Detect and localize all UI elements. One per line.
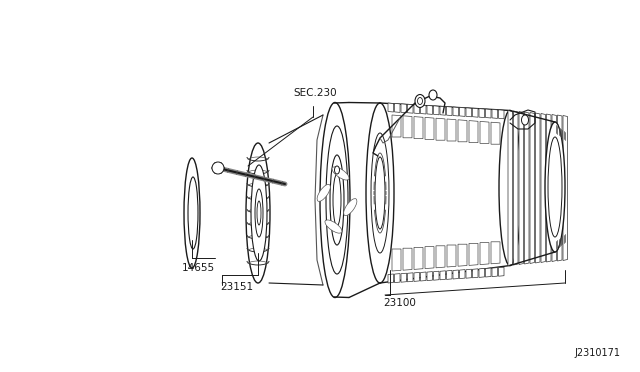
- Ellipse shape: [326, 126, 348, 274]
- Polygon shape: [492, 109, 497, 118]
- Polygon shape: [479, 109, 484, 118]
- Ellipse shape: [333, 174, 341, 226]
- Ellipse shape: [375, 157, 385, 229]
- Polygon shape: [563, 115, 568, 260]
- Polygon shape: [460, 108, 465, 116]
- Polygon shape: [472, 269, 478, 278]
- Ellipse shape: [499, 110, 521, 266]
- Polygon shape: [403, 248, 412, 270]
- Polygon shape: [420, 272, 426, 281]
- Polygon shape: [433, 106, 439, 115]
- Polygon shape: [480, 243, 489, 264]
- Ellipse shape: [246, 143, 270, 283]
- Ellipse shape: [545, 122, 565, 252]
- Polygon shape: [486, 268, 491, 277]
- Polygon shape: [433, 271, 439, 280]
- Polygon shape: [499, 110, 504, 119]
- Polygon shape: [427, 105, 433, 115]
- Ellipse shape: [212, 162, 224, 174]
- Polygon shape: [425, 118, 434, 140]
- Ellipse shape: [257, 201, 261, 225]
- Polygon shape: [536, 113, 540, 263]
- Text: SEC.230: SEC.230: [293, 88, 337, 98]
- Text: J2310171: J2310171: [574, 348, 620, 358]
- Polygon shape: [491, 242, 500, 264]
- Polygon shape: [499, 267, 504, 276]
- Polygon shape: [403, 116, 412, 138]
- Polygon shape: [491, 122, 500, 144]
- Polygon shape: [519, 112, 524, 264]
- Polygon shape: [388, 103, 394, 112]
- Polygon shape: [466, 108, 472, 117]
- Polygon shape: [486, 109, 491, 118]
- Polygon shape: [557, 115, 562, 261]
- Polygon shape: [414, 247, 423, 269]
- Polygon shape: [414, 116, 423, 139]
- Polygon shape: [427, 272, 433, 280]
- Polygon shape: [388, 274, 394, 283]
- Ellipse shape: [251, 165, 267, 261]
- Ellipse shape: [184, 158, 200, 268]
- Polygon shape: [466, 269, 472, 278]
- Ellipse shape: [522, 115, 529, 125]
- Ellipse shape: [548, 137, 562, 237]
- Ellipse shape: [415, 94, 425, 108]
- Polygon shape: [547, 114, 551, 262]
- Polygon shape: [440, 106, 445, 115]
- Ellipse shape: [330, 155, 344, 245]
- Polygon shape: [436, 246, 445, 268]
- Polygon shape: [458, 120, 467, 142]
- Ellipse shape: [320, 103, 350, 298]
- Polygon shape: [472, 108, 478, 117]
- Polygon shape: [212, 163, 224, 173]
- Polygon shape: [392, 115, 401, 137]
- Polygon shape: [453, 107, 458, 116]
- Polygon shape: [525, 112, 529, 264]
- Polygon shape: [479, 269, 484, 278]
- Polygon shape: [447, 270, 452, 279]
- Ellipse shape: [317, 185, 330, 201]
- Ellipse shape: [417, 97, 422, 105]
- Polygon shape: [513, 111, 518, 265]
- Ellipse shape: [335, 166, 339, 174]
- Polygon shape: [458, 244, 467, 266]
- Polygon shape: [530, 112, 534, 263]
- Polygon shape: [469, 243, 478, 265]
- Polygon shape: [447, 107, 452, 116]
- Ellipse shape: [366, 103, 394, 283]
- Polygon shape: [460, 270, 465, 279]
- Polygon shape: [436, 118, 445, 140]
- Polygon shape: [414, 105, 419, 113]
- Polygon shape: [469, 121, 478, 142]
- Polygon shape: [401, 104, 406, 113]
- Text: 23151: 23151: [220, 282, 253, 292]
- Polygon shape: [394, 103, 400, 112]
- Ellipse shape: [332, 167, 349, 180]
- Polygon shape: [508, 110, 513, 266]
- Polygon shape: [552, 115, 557, 262]
- Ellipse shape: [325, 220, 342, 233]
- Polygon shape: [394, 273, 400, 283]
- Polygon shape: [440, 271, 445, 280]
- Ellipse shape: [255, 189, 263, 237]
- Ellipse shape: [188, 177, 198, 249]
- Text: 23100: 23100: [383, 298, 416, 308]
- Text: 14655: 14655: [182, 263, 215, 273]
- Polygon shape: [492, 267, 497, 277]
- Polygon shape: [420, 105, 426, 114]
- Ellipse shape: [429, 90, 437, 100]
- Polygon shape: [425, 247, 434, 269]
- Ellipse shape: [371, 133, 389, 253]
- Polygon shape: [401, 273, 406, 282]
- Polygon shape: [414, 272, 419, 281]
- Polygon shape: [408, 104, 413, 113]
- Polygon shape: [541, 113, 545, 263]
- Polygon shape: [392, 249, 401, 271]
- Polygon shape: [480, 121, 489, 143]
- Polygon shape: [453, 270, 458, 279]
- Polygon shape: [447, 119, 456, 141]
- Polygon shape: [408, 273, 413, 282]
- Ellipse shape: [344, 199, 357, 216]
- Polygon shape: [447, 245, 456, 267]
